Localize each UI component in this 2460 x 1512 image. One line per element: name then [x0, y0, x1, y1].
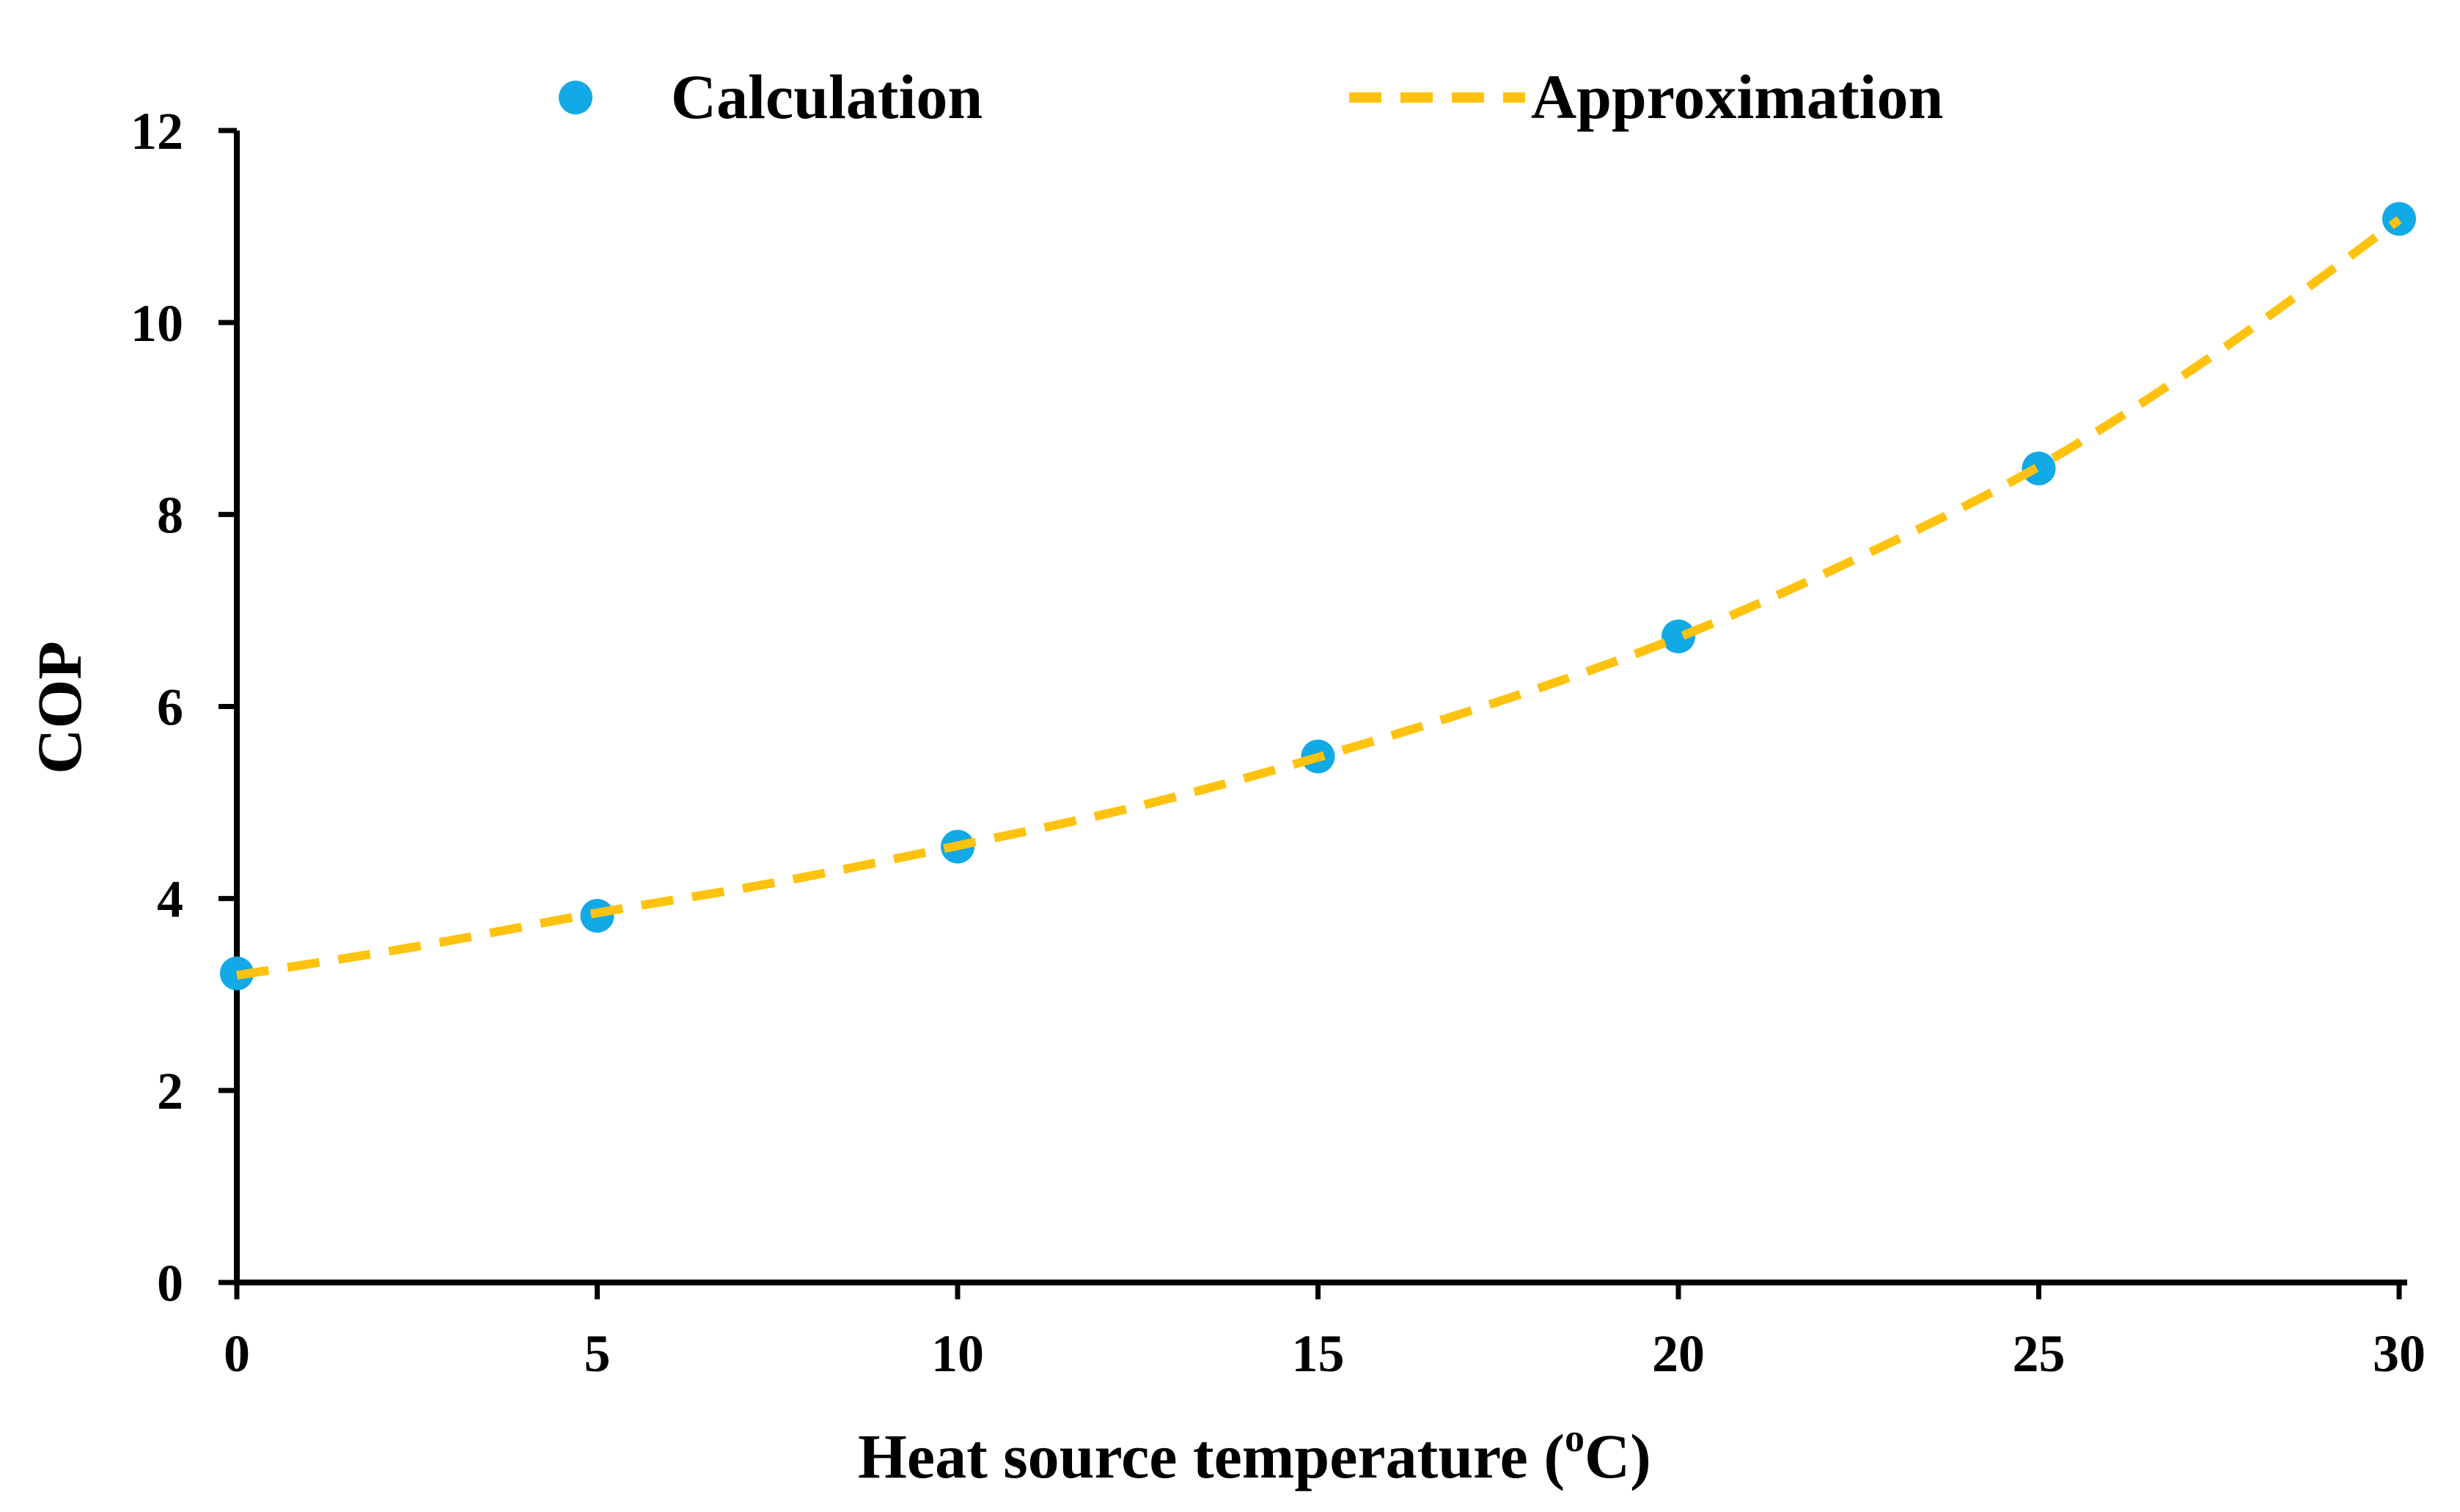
- y-axis-title: COP: [24, 641, 95, 774]
- y-tick-label: 2: [157, 1062, 183, 1120]
- legend: Calculation Approximation: [559, 62, 1943, 132]
- x-tick-label: 0: [224, 1324, 250, 1383]
- y-tick-label: 8: [157, 486, 183, 545]
- y-ticks: 0 2 4 6 8 10 12: [131, 102, 237, 1313]
- x-axis-title: Heat source temperature (oC): [858, 1416, 1651, 1491]
- x-tick-label: 15: [1292, 1324, 1345, 1383]
- approximation-series: [236, 216, 2402, 980]
- legend-calculation-marker: [559, 81, 592, 114]
- x-ticks: 0 5 10 15 20 25 30: [224, 1282, 2426, 1383]
- x-tick-label: 30: [2373, 1324, 2426, 1383]
- calculation-series: [220, 202, 2416, 991]
- calculation-point: [1662, 619, 1695, 653]
- y-tick-label: 12: [131, 102, 183, 161]
- y-tick-label: 6: [157, 678, 183, 737]
- approximation-line: [236, 216, 2402, 980]
- y-tick-label: 0: [157, 1254, 183, 1313]
- y-tick-label: 4: [157, 870, 183, 928]
- x-axis-title-superscript: o: [1565, 1416, 1585, 1460]
- x-axis-title-main: Heat source temperature (: [858, 1421, 1565, 1491]
- x-tick-label: 5: [584, 1324, 611, 1383]
- legend-calculation-label: Calculation: [671, 62, 983, 132]
- calculation-point: [2022, 451, 2056, 485]
- x-tick-label: 10: [931, 1324, 984, 1383]
- x-axis-title-suffix: C): [1585, 1421, 1651, 1491]
- x-tick-label: 25: [2013, 1324, 2066, 1383]
- legend-approximation-label: Approximation: [1531, 62, 1943, 132]
- x-tick-label: 20: [1652, 1324, 1705, 1383]
- axes: 0 2 4 6 8 10 12 0 5 10 15 20 25 30: [131, 102, 2426, 1383]
- y-tick-label: 10: [131, 294, 183, 353]
- calculation-point: [2382, 202, 2416, 236]
